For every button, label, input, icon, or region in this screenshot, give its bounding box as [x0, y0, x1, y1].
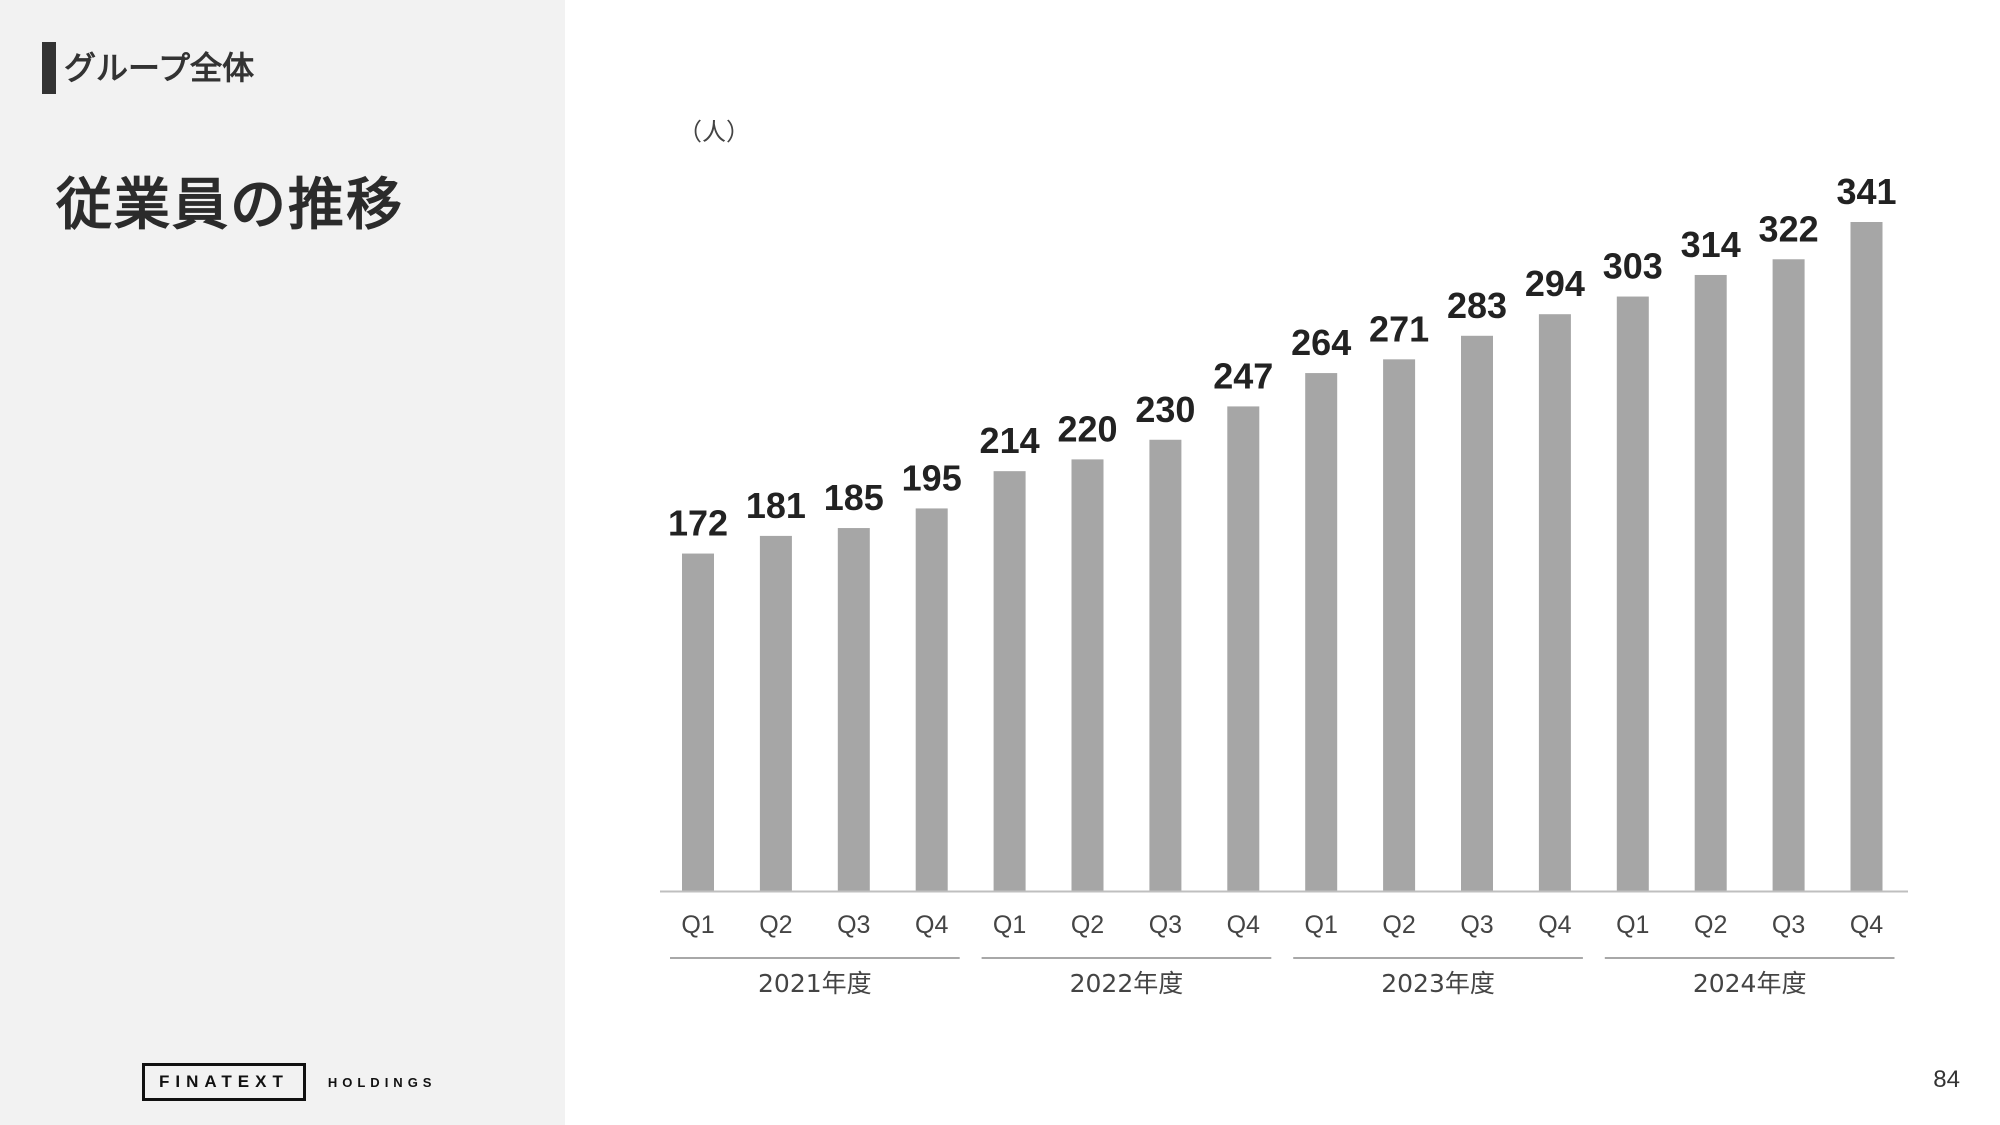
data-label: 181 [746, 485, 806, 526]
company-logo: FINATEXT HOLDINGS [142, 1062, 436, 1102]
section-marker [42, 42, 56, 94]
tick-label: Q3 [1460, 911, 1493, 939]
bar [1461, 335, 1493, 892]
page-title: 従業員の推移 [56, 173, 404, 238]
page-number: 84 [1933, 1066, 1960, 1093]
bar [1305, 373, 1338, 891]
left-panel [0, 0, 565, 1125]
bar [1227, 406, 1260, 891]
logo-mark: FINATEXT [142, 1063, 306, 1101]
tick-label: Q4 [1850, 911, 1883, 939]
bar [837, 528, 870, 891]
tick-label: Q1 [681, 911, 714, 939]
data-label: 303 [1603, 246, 1663, 287]
bar [759, 535, 792, 891]
tick-label: Q3 [837, 911, 870, 939]
data-label: 264 [1291, 322, 1351, 363]
bar [915, 508, 948, 891]
tick-label: Q3 [1149, 911, 1182, 939]
bar [1071, 459, 1104, 891]
data-label: 322 [1759, 208, 1819, 249]
bar [1772, 259, 1805, 892]
tick-label: Q1 [1616, 911, 1649, 939]
data-label: 185 [824, 477, 884, 518]
tick-label: Q1 [1305, 911, 1338, 939]
tick-label: Q4 [1538, 911, 1571, 939]
bar [1616, 296, 1649, 891]
tick-label: Q1 [993, 911, 1026, 939]
group-label: 2024年度 [1693, 969, 1807, 998]
tick-label: Q4 [1227, 911, 1260, 939]
data-label: 341 [1836, 171, 1896, 212]
data-label: 247 [1213, 355, 1273, 396]
group-label: 2023年度 [1381, 969, 1495, 998]
tick-label: Q3 [1772, 911, 1805, 939]
data-label: 230 [1135, 389, 1195, 430]
bar [993, 471, 1026, 891]
tick-label: Q2 [1694, 911, 1727, 939]
logo-subtext: HOLDINGS [327, 1074, 437, 1090]
unit-label: （人） [678, 118, 750, 146]
section-label: グループ全体 [64, 49, 255, 87]
tick-label: Q2 [759, 911, 792, 939]
bar [1850, 222, 1883, 891]
tick-label: Q2 [1382, 911, 1415, 939]
group-label: 2022年度 [1070, 969, 1184, 998]
data-label: 271 [1369, 308, 1429, 349]
data-label: 220 [1057, 408, 1117, 449]
tick-label: Q4 [915, 911, 948, 939]
bar [1149, 439, 1182, 891]
data-label: 195 [902, 457, 962, 498]
bar [1538, 314, 1571, 891]
bar [1694, 274, 1727, 891]
data-label: 283 [1447, 285, 1507, 326]
tick-label: Q2 [1071, 911, 1104, 939]
data-label: 214 [980, 420, 1040, 461]
data-label: 314 [1681, 224, 1741, 265]
data-label: 294 [1525, 263, 1585, 304]
bar [682, 553, 714, 891]
bar [1383, 359, 1416, 891]
group-label: 2021年度 [758, 969, 872, 998]
data-label: 172 [668, 503, 728, 544]
